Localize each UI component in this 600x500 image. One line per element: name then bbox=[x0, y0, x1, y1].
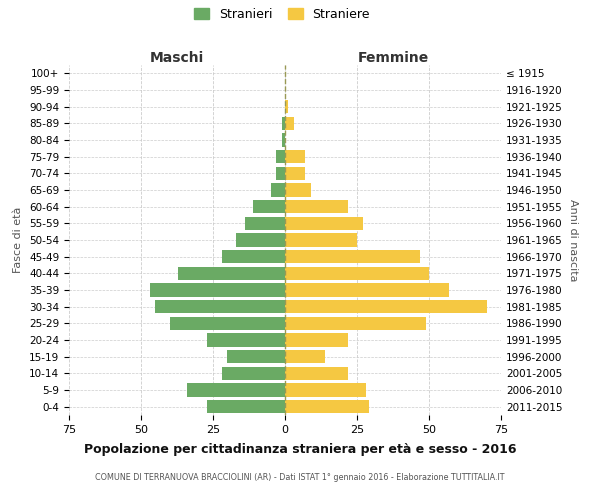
Bar bbox=[282, 116, 285, 130]
Bar bbox=[282, 134, 285, 146]
Bar bbox=[285, 216, 363, 230]
Bar bbox=[155, 300, 285, 314]
Bar bbox=[277, 166, 285, 180]
Bar bbox=[187, 384, 285, 396]
Text: Femmine: Femmine bbox=[358, 51, 428, 65]
Bar bbox=[285, 234, 357, 246]
Bar bbox=[285, 300, 487, 314]
Bar bbox=[285, 184, 311, 196]
Bar bbox=[227, 350, 285, 364]
Bar bbox=[207, 400, 285, 413]
Bar bbox=[245, 216, 285, 230]
Bar bbox=[178, 266, 285, 280]
Bar bbox=[271, 184, 285, 196]
Bar bbox=[285, 350, 325, 364]
Bar bbox=[285, 384, 365, 396]
Bar bbox=[285, 200, 349, 213]
Bar bbox=[285, 266, 429, 280]
Bar bbox=[285, 366, 349, 380]
Bar bbox=[149, 284, 285, 296]
Bar bbox=[253, 200, 285, 213]
Text: Popolazione per cittadinanza straniera per età e sesso - 2016: Popolazione per cittadinanza straniera p… bbox=[84, 442, 516, 456]
Bar bbox=[285, 250, 421, 264]
Bar bbox=[285, 316, 426, 330]
Bar bbox=[170, 316, 285, 330]
Bar bbox=[221, 366, 285, 380]
Bar bbox=[285, 166, 305, 180]
Bar bbox=[285, 400, 368, 413]
Bar bbox=[285, 150, 305, 164]
Bar bbox=[285, 100, 288, 114]
Bar bbox=[207, 334, 285, 346]
Bar bbox=[285, 284, 449, 296]
Legend: Stranieri, Straniere: Stranieri, Straniere bbox=[189, 2, 375, 26]
Y-axis label: Anni di nascita: Anni di nascita bbox=[568, 198, 578, 281]
Bar bbox=[285, 334, 349, 346]
Bar bbox=[285, 116, 293, 130]
Text: Maschi: Maschi bbox=[150, 51, 204, 65]
Text: COMUNE DI TERRANUOVA BRACCIOLINI (AR) - Dati ISTAT 1° gennaio 2016 - Elaborazion: COMUNE DI TERRANUOVA BRACCIOLINI (AR) - … bbox=[95, 472, 505, 482]
Bar bbox=[277, 150, 285, 164]
Bar bbox=[221, 250, 285, 264]
Bar bbox=[236, 234, 285, 246]
Y-axis label: Fasce di età: Fasce di età bbox=[13, 207, 23, 273]
